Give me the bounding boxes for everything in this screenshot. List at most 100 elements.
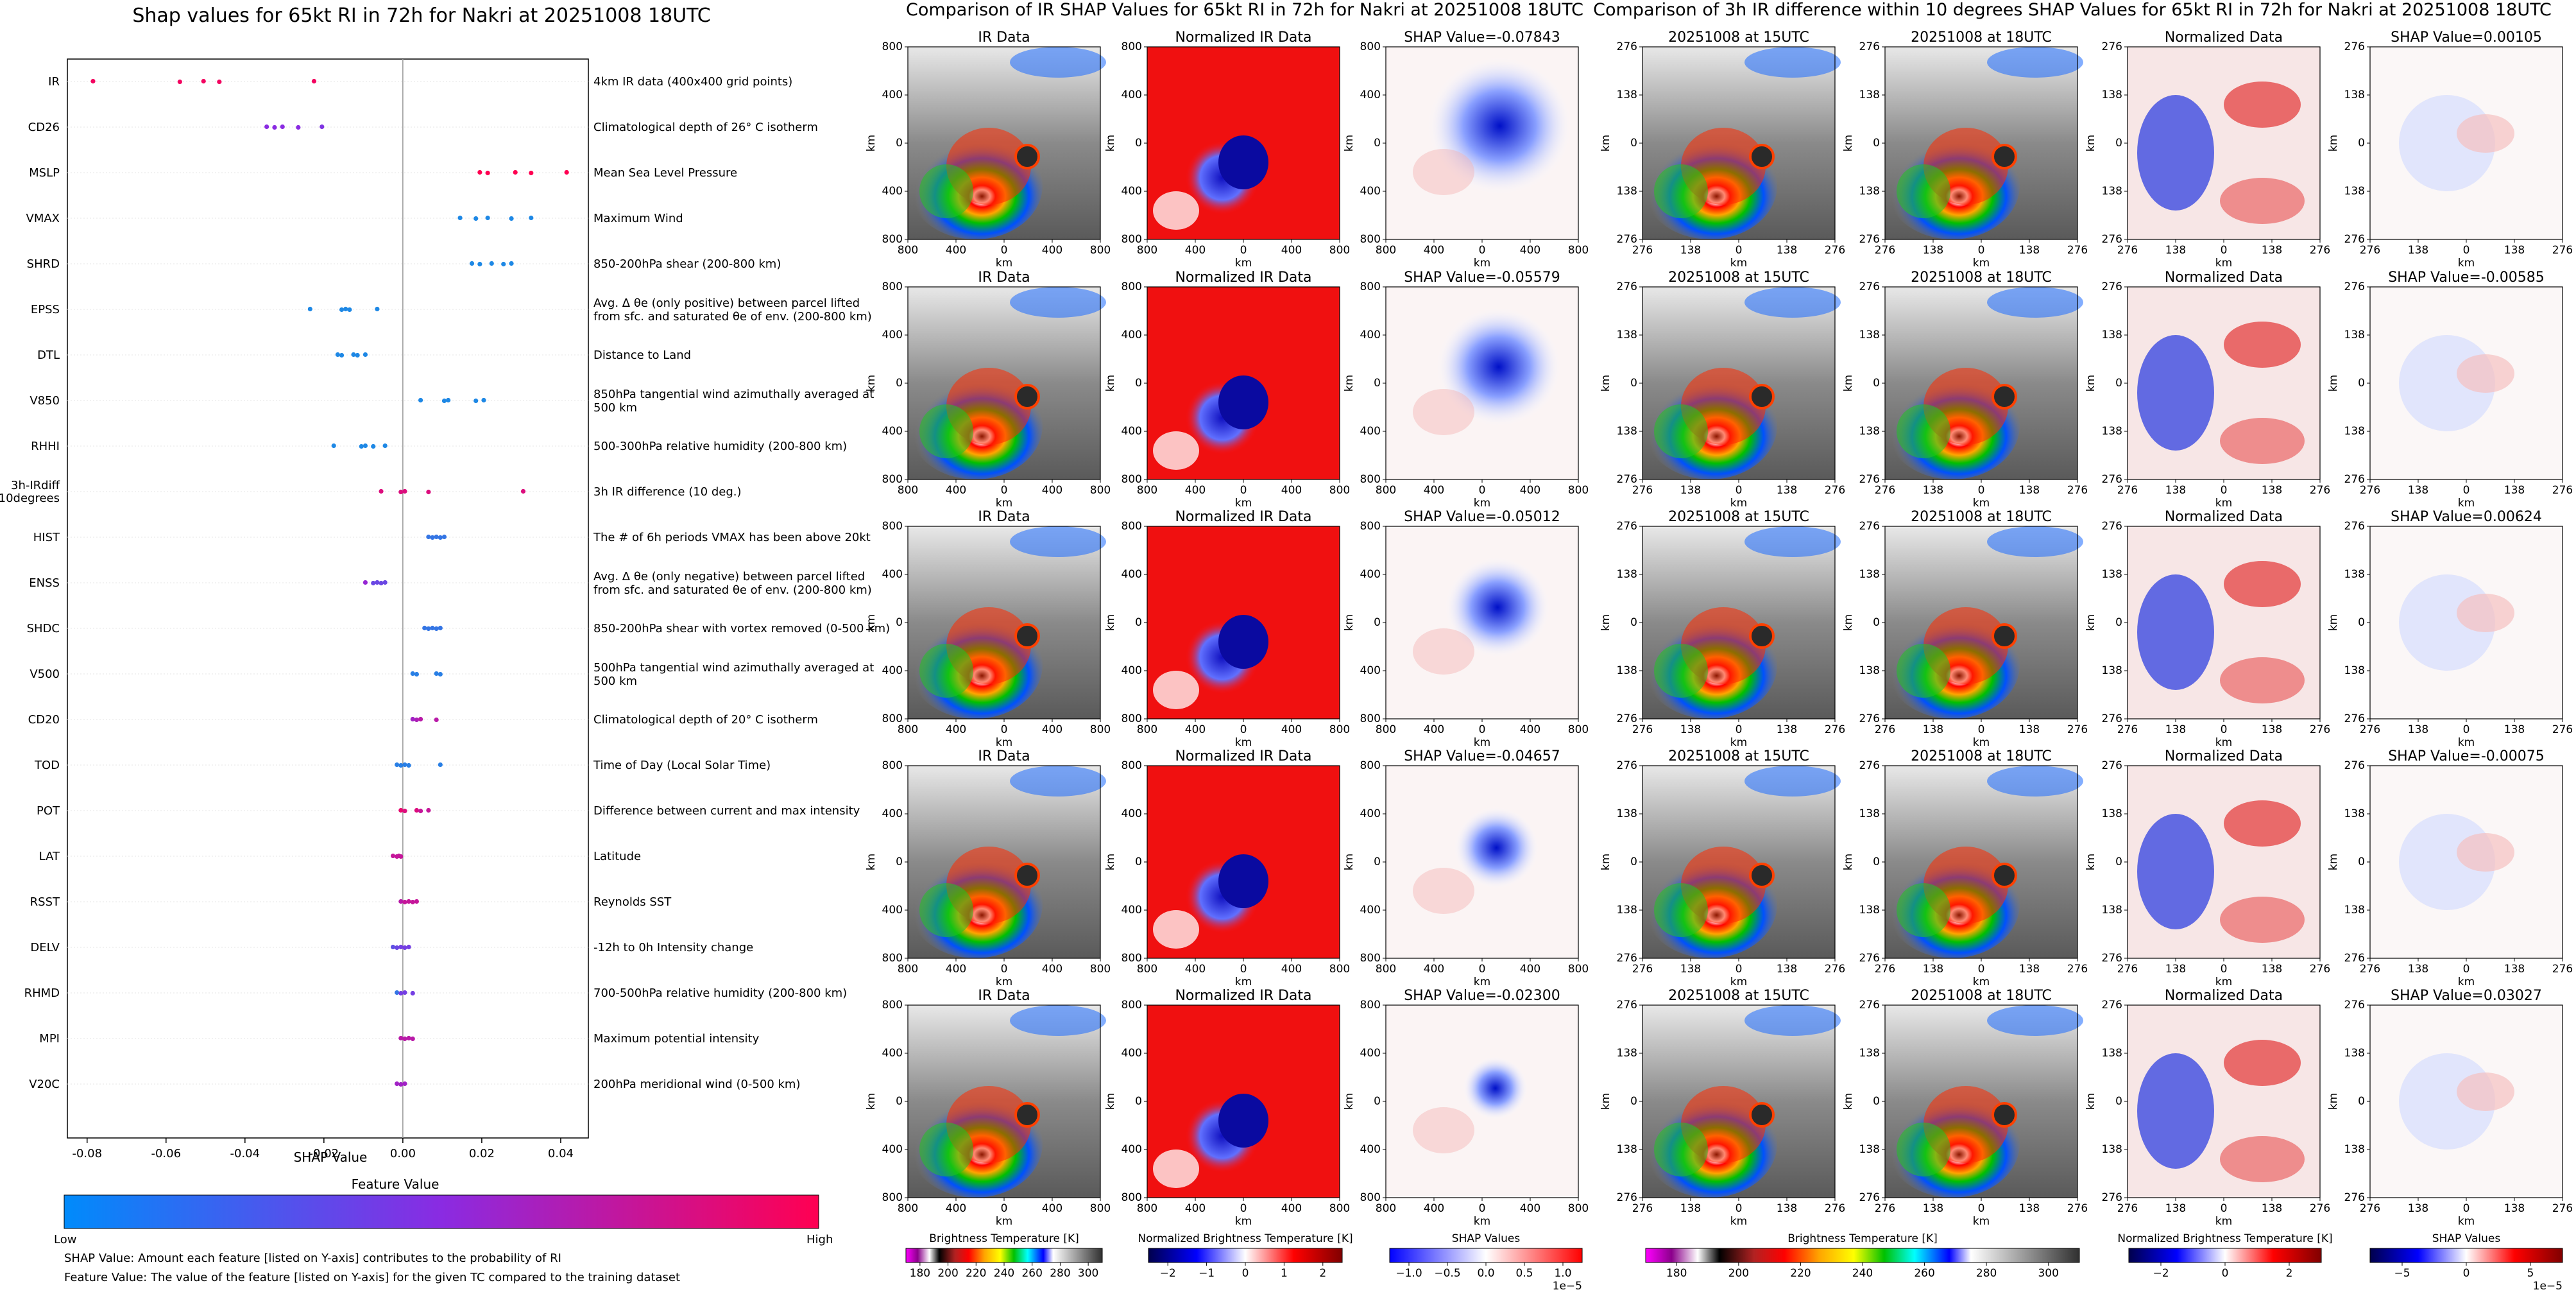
panel-ytick: 138 [1617,185,1637,198]
panel-ylabel: km [1599,375,1612,392]
cbar-tick: 1.0 [1554,1267,1571,1280]
panel-ytick: 276 [2102,280,2122,293]
panel-xtick: 0 [1978,1202,1985,1215]
cbar-tick: 260 [1914,1267,1934,1280]
panel-ytick: 0 [896,377,903,390]
shap-point [438,535,443,540]
panel-xtick: 0 [1240,1202,1247,1215]
shap-point [402,1081,407,1087]
feature-label: MPI [39,1032,60,1046]
panel-xtick: 0 [1001,244,1008,257]
diff-section-title: Comparison of 3h IR difference within 10… [1593,0,2552,20]
panel-xtick: 276 [2310,244,2330,257]
feature-label: SHDC [27,622,60,635]
cloud-band [1744,1005,1841,1036]
panel-ylabel: km [865,854,878,870]
panel-xtick: 800 [1090,1202,1111,1215]
mid-clouds [1897,883,1950,937]
shap-point [390,853,396,859]
feature-description: Distance to Land [593,349,691,362]
ir-panel-title: IR Data [978,30,1030,46]
panel-xtick: 138 [2504,963,2525,976]
cloud-band [1010,1005,1106,1036]
panel-xtick: 0 [1240,244,1247,257]
panel-xlabel: km [1474,497,1490,510]
panel-ytick: 800 [1122,233,1142,246]
panel-ytick: 400 [1360,89,1381,101]
warm-patch [1153,1150,1199,1188]
panel-xtick: 138 [1680,1202,1701,1215]
cloud-band [1744,287,1841,318]
panel-ytick: 800 [1122,520,1142,533]
panel-ytick: 276 [1859,952,1880,965]
panel-ytick: 276 [1859,473,1880,486]
panel-xtick: 138 [2408,963,2428,976]
feature-label: RHHI [31,440,60,453]
shap-point [201,78,206,84]
diff-btemp-colorbar [1645,1248,2080,1263]
panel-ylabel: km [2085,375,2097,392]
shap-point [375,580,380,585]
panel-xtick: 138 [2165,244,2186,257]
cbar-tick: −2 [1160,1267,1176,1280]
panel-xtick: 800 [898,1202,918,1215]
panel-ylabel: km [2327,1093,2340,1110]
panel-ytick: 0 [2115,137,2122,150]
panel-ytick: 800 [1360,520,1381,533]
panel-ytick: 138 [2344,89,2365,101]
ir-panel-title: IR Data [978,509,1030,525]
panel-ytick: 276 [1859,1191,1880,1204]
panel-ytick: 0 [1873,856,1880,868]
panel-xlabel: km [2458,1215,2475,1228]
panel-ytick: 800 [882,712,903,725]
shap-point [406,899,411,904]
panel-xtick: 276 [1825,723,1845,736]
panel-ytick: 0 [1873,137,1880,150]
shap-point [363,352,368,357]
shap-point [296,125,301,130]
panel-ylabel: km [865,614,878,631]
panel-xtick: 0 [1240,963,1247,976]
shap-point [441,398,447,404]
shap-point [410,1036,415,1042]
ir-shap-colorbar-label: SHAP Values [1452,1232,1521,1245]
panel-ytick: 400 [1360,1143,1381,1156]
feature-description: 4km IR data (400x400 grid points) [593,75,792,89]
shap-point [371,580,376,586]
panel-xtick: 276 [1875,963,1895,976]
panel-ytick: 0 [1135,856,1142,868]
shap-point [481,397,486,403]
panel-xlabel: km [2458,976,2475,988]
panel-ytick: 400 [882,568,903,581]
panel-xlabel: km [2215,257,2232,270]
panel-xtick: 138 [2262,1202,2282,1215]
mid-clouds [1654,883,1708,937]
cloud-band [1744,526,1841,557]
panel-xlabel: km [996,736,1012,749]
beeswarm-title: Shap values for 65kt RI in 72h for Nakri… [132,4,710,27]
panel-ylabel: km [1343,135,1356,151]
panel-xtick: 276 [2552,1202,2573,1215]
panel-xlabel: km [2458,736,2475,749]
panel-xlabel: km [1730,497,1747,510]
shap-point [501,261,506,267]
panel-xtick: 400 [1424,723,1444,736]
diff-norm-colorbar [2128,1248,2322,1263]
positive-area [2220,1136,2305,1182]
panel-ytick: 800 [882,280,903,293]
panel-ytick: 138 [2102,89,2122,101]
panel-xtick: 138 [2408,1202,2428,1215]
panel-ytick: 276 [2344,759,2365,772]
panel-ytick: 400 [882,807,903,820]
panel-ytick: 276 [2102,233,2122,246]
panel-xtick: 138 [2165,484,2186,497]
panel-xtick: 276 [2117,723,2138,736]
panel-ytick: 0 [1374,856,1381,868]
storm-core [1749,623,1775,649]
warm-patch [1153,191,1199,230]
panel-ytick: 138 [1617,807,1637,820]
shap-point [509,261,514,266]
panel-xtick: 400 [946,723,966,736]
diff-shap-panel-title: SHAP Value=-0.00585 [2388,270,2545,286]
